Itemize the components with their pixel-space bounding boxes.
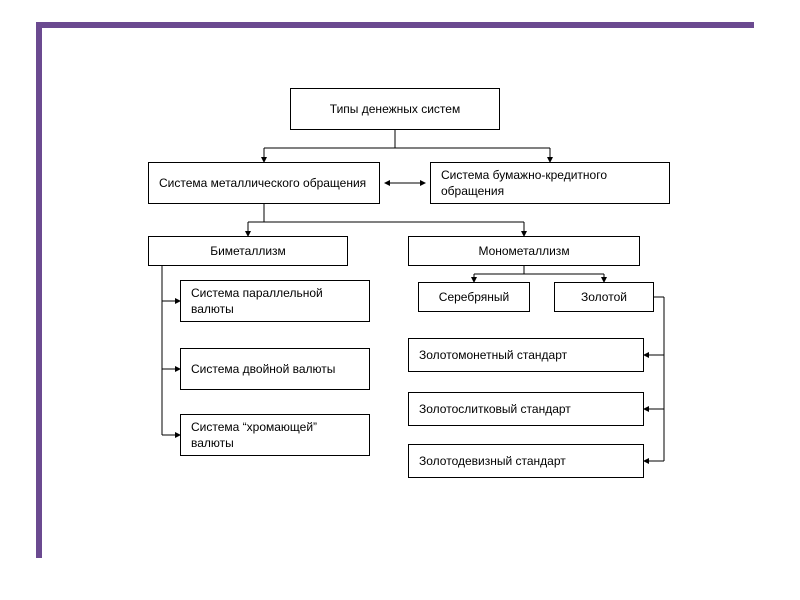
node-silver: Серебряный — [418, 282, 530, 312]
node-bimetal: Биметаллизм — [148, 236, 348, 266]
node-bi-double: Система двойной валюты — [180, 348, 370, 390]
node-gold-coin: Золотомонетный стандарт — [408, 338, 644, 372]
node-monometal: Монометаллизм — [408, 236, 640, 266]
node-root: Типы денежных систем — [290, 88, 500, 130]
diagram-canvas: Типы денежных систем Система металлическ… — [0, 0, 800, 600]
node-bi-parallel: Система параллельной валюты — [180, 280, 370, 322]
node-metal: Система металлического обращения — [148, 162, 380, 204]
node-bi-limp: Система “хромающей” валюты — [180, 414, 370, 456]
node-paper: Система бумажно-кредитного обращения — [430, 162, 670, 204]
node-gold-bar: Золотослитковый стандарт — [408, 392, 644, 426]
node-gold: Золотой — [554, 282, 654, 312]
node-gold-ex: Золотодевизный стандарт — [408, 444, 644, 478]
